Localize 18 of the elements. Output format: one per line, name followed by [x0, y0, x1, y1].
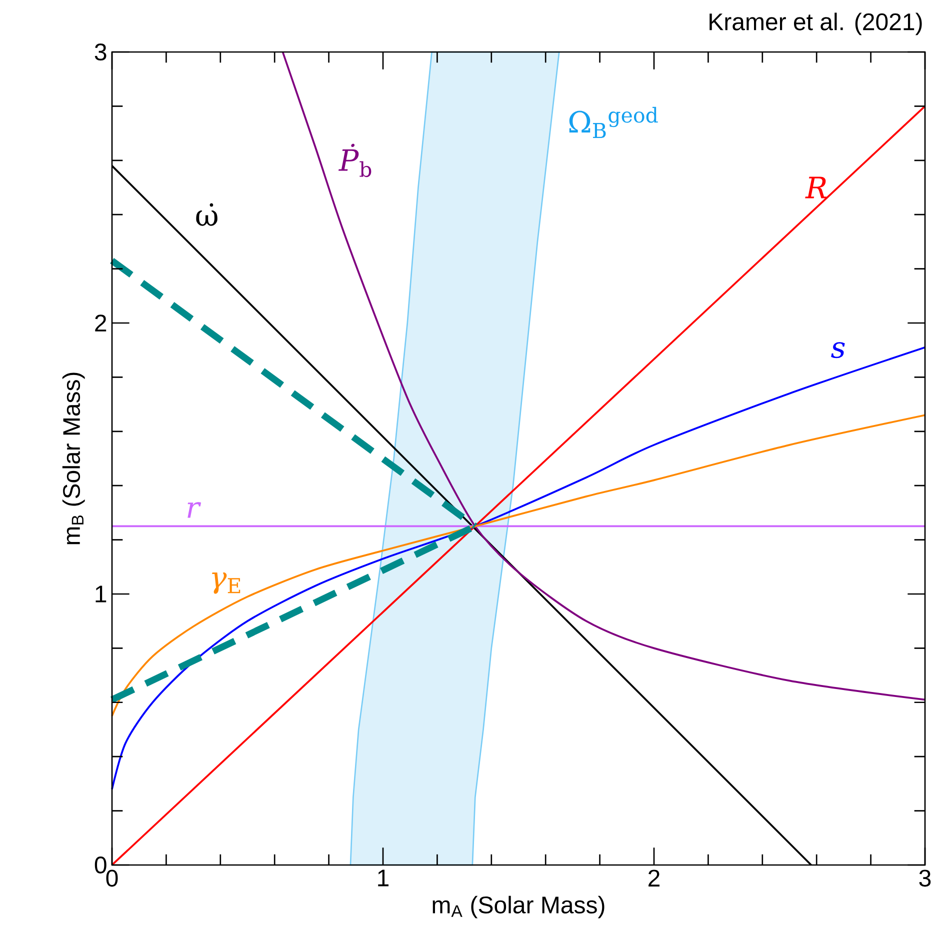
series-label: s — [831, 342, 845, 358]
series-label: ω̇ — [196, 203, 218, 226]
series-label: Ṗ$_{b}$ — [338, 144, 372, 178]
series-label: R — [805, 176, 827, 198]
text: Kramer et al. (2021) — [710, 12, 922, 36]
series-label: γ$_{E}$ — [212, 572, 240, 594]
y-tick-label: 1 — [96, 586, 106, 602]
y-tick-label: 2 — [95, 314, 106, 332]
y-tick-label: 0 — [94, 856, 106, 874]
x-tick-label: 0 — [106, 870, 118, 887]
x-axis-title: m$_{A}$ (Solar Mass) — [432, 896, 604, 918]
x-tick-label: 2 — [648, 870, 660, 886]
x-tick-label: 3 — [919, 870, 931, 887]
x-tick-label: 1 — [378, 870, 388, 886]
y-axis-title: m$_{B}$ (Solar Mass) — [62, 372, 85, 544]
y-tick-label: 3 — [94, 43, 106, 60]
series-label: r — [188, 502, 202, 518]
series-label: Ω$_{B}$geod — [569, 106, 658, 138]
